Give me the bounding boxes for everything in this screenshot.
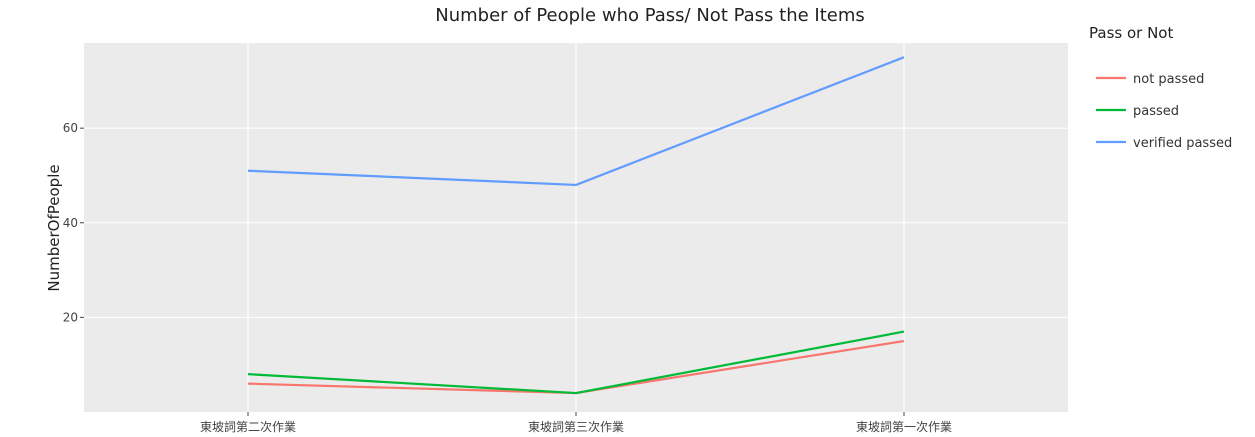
- x-tick-label: 東坡詞第三次作業: [528, 420, 624, 434]
- legend-label: verified passed: [1133, 136, 1232, 151]
- legend-label: passed: [1133, 104, 1179, 119]
- y-tick-label: 40: [63, 216, 78, 230]
- legend-items: not passed passed verified passed: [1096, 72, 1232, 151]
- grid-lines: [84, 43, 1068, 412]
- y-tick-label: 60: [63, 121, 78, 135]
- axes: 20 40 60 東坡詞第二次作業 東坡詞第三次作業 東坡詞第一次作業: [63, 121, 952, 434]
- legend-label: not passed: [1133, 72, 1204, 87]
- x-tick-label: 東坡詞第一次作業: [856, 420, 952, 434]
- chart-title: Number of People who Pass/ Not Pass the …: [435, 5, 865, 26]
- legend-title: Pass or Not: [1089, 24, 1173, 42]
- legend: Pass or Not not passed passed verified pas…: [1089, 24, 1232, 151]
- series-lines: [247, 56, 905, 395]
- y-tick-label: 20: [63, 310, 78, 324]
- x-tick-label: 東坡詞第二次作業: [200, 420, 296, 434]
- y-axis-title: NumberOfPeople: [45, 164, 63, 291]
